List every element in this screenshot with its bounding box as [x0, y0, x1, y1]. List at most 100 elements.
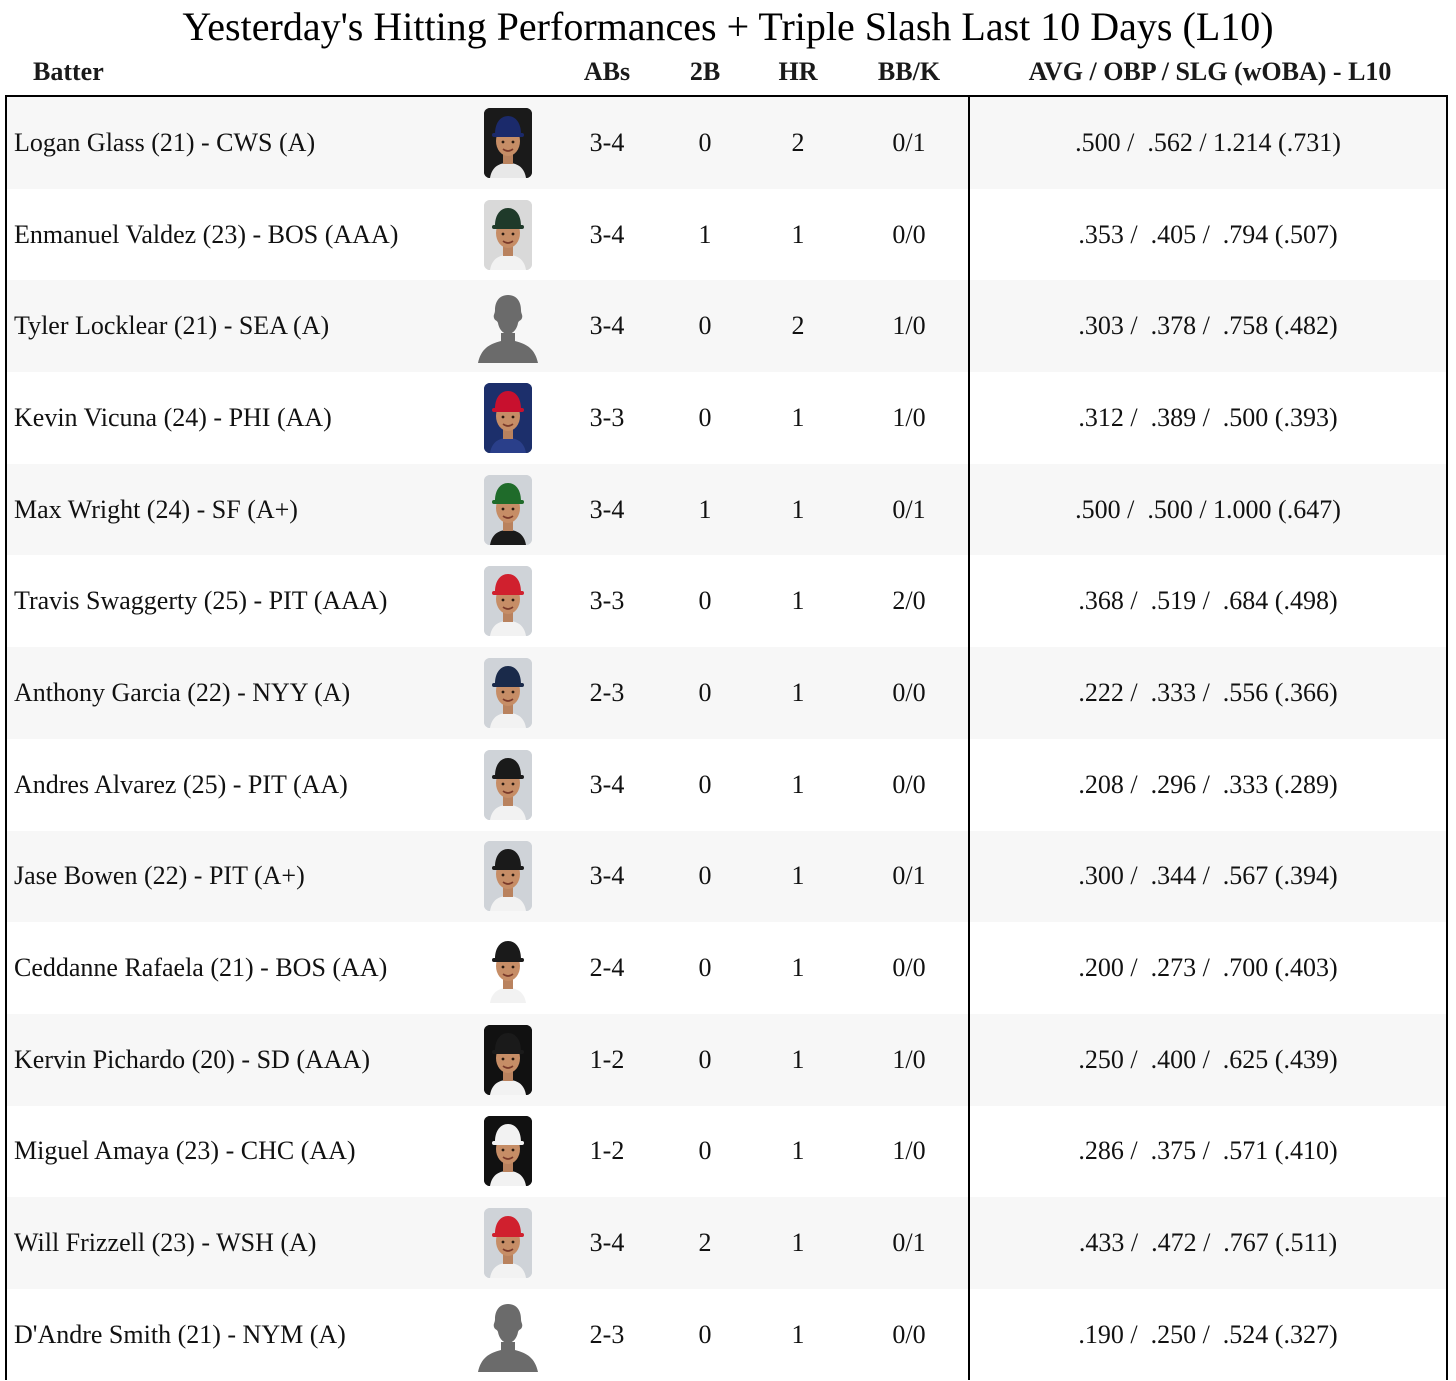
- slash-line-value: .312 / .389 / .500 (.393): [1078, 402, 1338, 432]
- player-photo-cell: [475, 97, 541, 189]
- player-photo-cell: [475, 1106, 541, 1198]
- slash-line-value: .208 / .296 / .333 (.289): [1078, 769, 1338, 799]
- doubles-value: 0: [698, 1044, 712, 1074]
- table-right-border: [1446, 95, 1448, 1380]
- home-runs-value: 2: [791, 127, 805, 157]
- home-runs-value: 1: [791, 861, 805, 891]
- batter-name: Kervin Pichardo (20) - SD (AAA): [14, 1044, 370, 1074]
- walks-strikeouts-value: 1/0: [892, 1044, 926, 1074]
- player-photo-cell: [475, 831, 541, 923]
- player-photo-cell: [475, 189, 541, 281]
- batter-name: Ceddanne Rafaela (21) - BOS (AA): [14, 953, 388, 983]
- table-row: Miguel Amaya (23) - CHC (AA) 1-2 0 1 1/0 .286…: [7, 1106, 1446, 1198]
- player-headshot: [484, 749, 532, 820]
- at-bats-value: 3-4: [589, 769, 625, 799]
- walks-strikeouts-value: 0/0: [892, 769, 926, 799]
- player-headshot: [484, 933, 532, 1004]
- player-photo-cell: [475, 922, 541, 1014]
- table-top-border: [5, 95, 1448, 97]
- doubles-value: 0: [698, 861, 712, 891]
- at-bats-value: 3-4: [589, 494, 625, 524]
- slash-line-value: .368 / .519 / .684 (.498): [1078, 586, 1338, 616]
- batter-name: D'Andre Smith (21) - NYM (A): [14, 1319, 346, 1349]
- player-headshot: [484, 474, 532, 545]
- doubles-value: 1: [698, 219, 712, 249]
- stats-table-body: Logan Glass (21) - CWS (A) 3-4 0 2 0/1 .500 /…: [7, 97, 1446, 1381]
- slash-line-value: .500 / .562 / 1.214 (.731): [1075, 127, 1341, 157]
- batter-name: Tyler Locklear (21) - SEA (A): [14, 311, 330, 341]
- batter-name: Miguel Amaya (23) - CHC (AA): [14, 1136, 356, 1166]
- column-header-doubles: 2B: [689, 57, 721, 86]
- home-runs-value: 1: [791, 219, 805, 249]
- player-photo-cell: [475, 464, 541, 556]
- doubles-value: 0: [698, 769, 712, 799]
- home-runs-value: 1: [791, 586, 805, 616]
- player-headshot: [484, 1024, 532, 1095]
- table-row: Enmanuel Valdez (23) - BOS (AAA) 3-4 1 1 0/0…: [7, 189, 1446, 281]
- at-bats-value: 3-4: [589, 127, 625, 157]
- batter-name: Andres Alvarez (25) - PIT (AA): [14, 769, 348, 799]
- column-header-slash-line: AVG / OBP / SLG (wOBA) - L10: [1028, 57, 1392, 86]
- table-left-border: [5, 95, 7, 1380]
- at-bats-value: 2-3: [589, 1319, 625, 1349]
- player-headshot: [484, 1116, 532, 1187]
- player-photo-cell: [475, 647, 541, 739]
- table-row: D'Andre Smith (21) - NYM (A) 2-3 0 1 0/0 .190…: [7, 1289, 1446, 1381]
- walks-strikeouts-value: 2/0: [892, 586, 926, 616]
- batter-name: Will Frizzell (23) - WSH (A): [14, 1228, 317, 1258]
- player-photo-cell: [475, 555, 541, 647]
- doubles-value: 0: [698, 953, 712, 983]
- walks-strikeouts-value: 0/0: [892, 1319, 926, 1349]
- home-runs-value: 1: [791, 1136, 805, 1166]
- at-bats-value: 1-2: [589, 1044, 625, 1074]
- batter-name: Jase Bowen (22) - PIT (A+): [14, 861, 305, 891]
- player-headshot: [484, 566, 532, 637]
- player-silhouette-icon: [478, 1303, 538, 1372]
- walks-strikeouts-value: 0/1: [892, 494, 926, 524]
- slash-line-value: .353 / .405 / .794 (.507): [1078, 219, 1338, 249]
- walks-strikeouts-value: 0/0: [892, 219, 926, 249]
- column-header-abs: ABs: [583, 57, 631, 86]
- slash-line-value: .433 / .472 / .767 (.511): [1078, 1228, 1338, 1258]
- at-bats-value: 3-4: [589, 861, 625, 891]
- walks-strikeouts-value: 0/1: [892, 127, 926, 157]
- walks-strikeouts-value: 0/1: [892, 861, 926, 891]
- batter-name: Anthony Garcia (22) - NYY (A): [14, 677, 351, 707]
- slash-line-value: .500 / .500 / 1.000 (.647): [1075, 494, 1341, 524]
- at-bats-value: 2-4: [589, 953, 625, 983]
- home-runs-value: 1: [791, 1319, 805, 1349]
- walks-strikeouts-value: 1/0: [892, 1136, 926, 1166]
- table-row: Travis Swaggerty (25) - PIT (AAA) 3-3 0 1 2/…: [7, 555, 1446, 647]
- table-row: Max Wright (24) - SF (A+) 3-4 1 1 0/1 .500 / …: [7, 463, 1446, 556]
- player-headshot: [484, 199, 532, 270]
- player-photo-cell: [475, 739, 541, 831]
- at-bats-value: 3-4: [589, 219, 625, 249]
- doubles-value: 2: [698, 1228, 712, 1258]
- table-row: Tyler Locklear (21) - SEA (A) 3-4 0 2 1/0 .30…: [7, 280, 1446, 373]
- table-row: Ceddanne Rafaela (21) - BOS (AA) 2-4 0 1 0/0…: [7, 922, 1446, 1014]
- at-bats-value: 3-4: [589, 311, 625, 341]
- at-bats-value: 3-3: [589, 402, 625, 432]
- table-row: Andres Alvarez (25) - PIT (AA) 3-4 0 1 0/0 .2…: [7, 739, 1446, 831]
- column-header-hr: HR: [778, 57, 818, 86]
- walks-strikeouts-value: 0/0: [892, 677, 926, 707]
- walks-strikeouts-value: 1/0: [892, 311, 926, 341]
- home-runs-value: 1: [791, 494, 805, 524]
- player-headshot: [484, 107, 532, 178]
- batter-name: Enmanuel Valdez (23) - BOS (AAA): [14, 219, 399, 249]
- doubles-value: 0: [698, 677, 712, 707]
- slash-line-value: .190 / .250 / .524 (.327): [1078, 1319, 1338, 1349]
- table-row: Kevin Vicuna (24) - PHI (AA) 3-3 0 1 1/0 .312…: [7, 372, 1446, 464]
- doubles-value: 0: [698, 1319, 712, 1349]
- home-runs-value: 1: [791, 953, 805, 983]
- table-row: Logan Glass (21) - CWS (A) 3-4 0 2 0/1 .500 /…: [7, 97, 1446, 189]
- doubles-value: 0: [698, 311, 712, 341]
- home-runs-value: 1: [791, 402, 805, 432]
- walks-strikeouts-value: 0/1: [892, 1228, 926, 1258]
- home-runs-value: 1: [791, 1044, 805, 1074]
- player-photo-cell: [475, 280, 541, 372]
- player-headshot: [484, 1208, 532, 1279]
- doubles-value: 0: [698, 586, 712, 616]
- batter-name: Max Wright (24) - SF (A+): [14, 494, 298, 524]
- table-row: Anthony Garcia (22) - NYY (A) 2-3 0 1 0/0 .22…: [7, 647, 1446, 739]
